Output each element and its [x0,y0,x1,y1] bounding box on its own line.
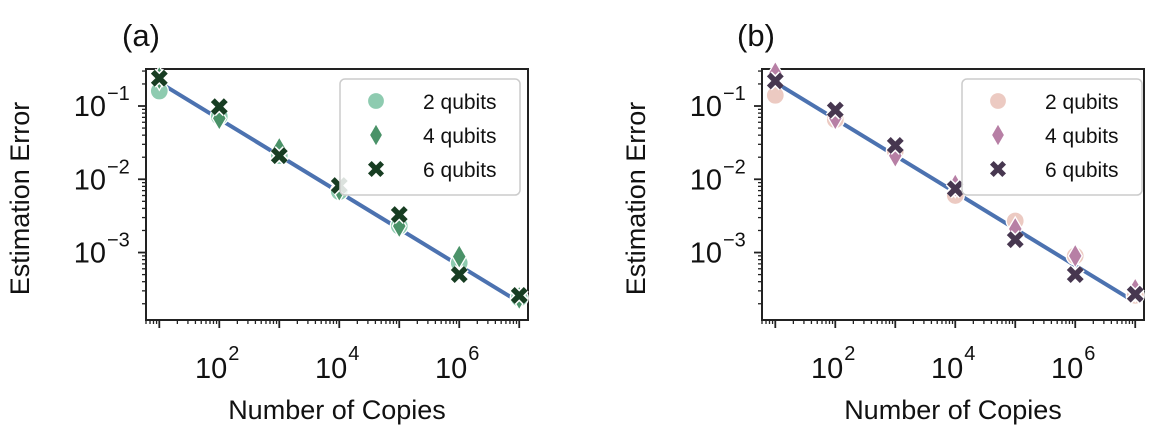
y-axis-label: Estimation Error [621,102,651,296]
x-tick-label: 10 [195,353,227,385]
data-point [885,135,905,155]
legend-marker [988,91,1008,111]
data-point [149,68,169,88]
data-point [509,285,529,305]
x-tick-exponent: 2 [228,343,239,365]
legend-label: 4 qubits [423,125,497,148]
y-tick-exponent: −3 [107,230,130,252]
legend-marker [366,91,386,111]
x-tick-label: 10 [811,353,843,385]
x-tick-exponent: 2 [844,343,855,365]
legend-marker [366,159,386,179]
legend-label: 2 qubits [1045,91,1119,114]
x-tick-label: 10 [315,353,347,385]
legend-label: 6 qubits [423,159,497,182]
data-point [209,97,229,117]
data-point [449,265,469,285]
y-tick-label: 10 [74,238,106,270]
y-tick-label: 10 [690,238,722,270]
data-point [765,85,785,105]
series-6-qubits [765,71,1145,304]
y-tick-exponent: −3 [723,230,746,252]
y-tick-exponent: −1 [107,83,130,105]
panel-label: (b) [737,18,775,53]
x-axis-label: Number of Copies [844,395,1062,425]
legend: 2 qubits 4 qubits 6 qubits [339,78,521,196]
panel-label: (a) [122,18,160,53]
x-tick-label: 10 [931,353,963,385]
y-tick-label: 10 [690,164,722,196]
legend-box [961,78,1143,196]
data-point [1067,242,1083,270]
data-point [825,100,845,120]
x-tick-label: 10 [435,353,467,385]
y-tick-label: 10 [690,91,722,123]
x-tick-exponent: 4 [348,343,359,365]
data-point [1065,265,1085,285]
legend-marker [990,122,1006,148]
data-point [1005,230,1025,250]
legend-box [339,78,521,196]
y-tick-label: 10 [74,91,106,123]
legend-label: 4 qubits [1045,125,1119,148]
x-tick-exponent: 6 [1084,343,1095,365]
data-point [945,179,965,199]
legend-marker [368,122,384,148]
y-tick-exponent: −1 [723,83,746,105]
data-point [389,205,409,225]
data-point [269,146,289,166]
y-axis-label: Estimation Error [5,102,35,296]
x-tick-label: 10 [1051,353,1083,385]
x-tick-exponent: 4 [964,343,975,365]
x-tick-exponent: 6 [468,343,479,365]
legend-label: 2 qubits [423,91,497,114]
y-tick-exponent: −2 [107,156,130,178]
legend: 2 qubits 4 qubits 6 qubits [961,78,1143,196]
legend-label: 6 qubits [1045,159,1119,182]
data-point [765,71,785,91]
legend-marker [988,159,1008,179]
y-tick-exponent: −2 [723,156,746,178]
y-tick-label: 10 [74,164,106,196]
data-point [1125,284,1145,304]
x-axis-label: Number of Copies [228,395,446,425]
